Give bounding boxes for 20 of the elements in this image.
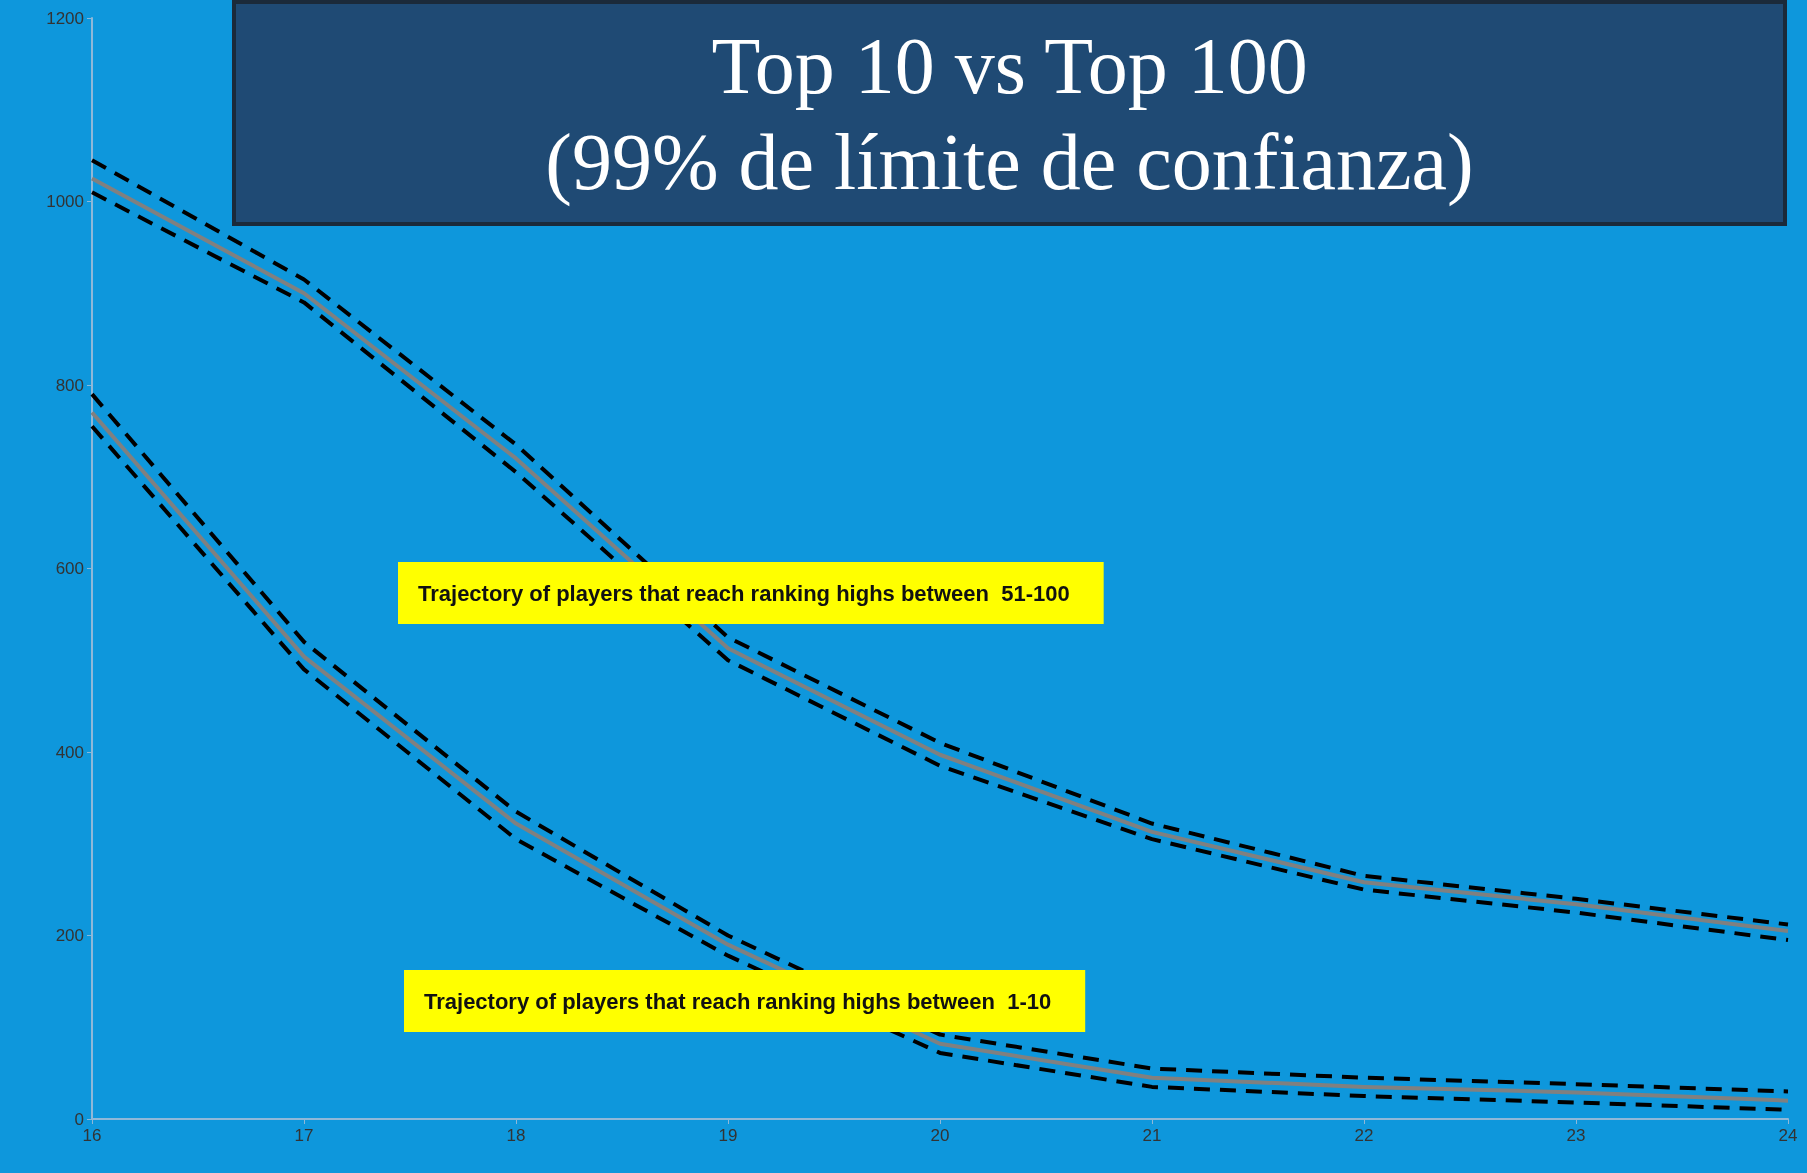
x-tick-label: 22 [1354,1126,1374,1145]
x-tick-label: 21 [1142,1126,1162,1145]
y-tick-label: 1000 [46,192,84,211]
y-tick-label: 400 [55,742,84,762]
x-tick-label: 16 [82,1126,102,1145]
chart-title: Top 10 vs Top 100 [710,21,1309,112]
title-panel: Top 10 vs Top 100 (99% de límite de confianza) [232,0,1787,226]
annotation: Trajectory of players that reach ranking highs between 51-100 [418,580,1070,606]
x-tick-label: 24 [1778,1126,1798,1145]
annotation: Trajectory of players that reach ranking highs between 1-10 [424,988,1052,1014]
x-tick-label: 19 [718,1126,738,1145]
x-tick-label: 17 [294,1126,314,1145]
y-tick-label: 200 [55,926,84,945]
y-tick-label: 1200 [46,8,84,28]
y-tick-label: 600 [55,559,84,578]
x-tick-label: 18 [506,1126,526,1145]
x-tick-label: 23 [1566,1126,1586,1145]
y-tick-label: 800 [55,375,84,395]
x-tick-label: 20 [930,1126,950,1145]
y-tick-label: 0 [74,1109,84,1129]
